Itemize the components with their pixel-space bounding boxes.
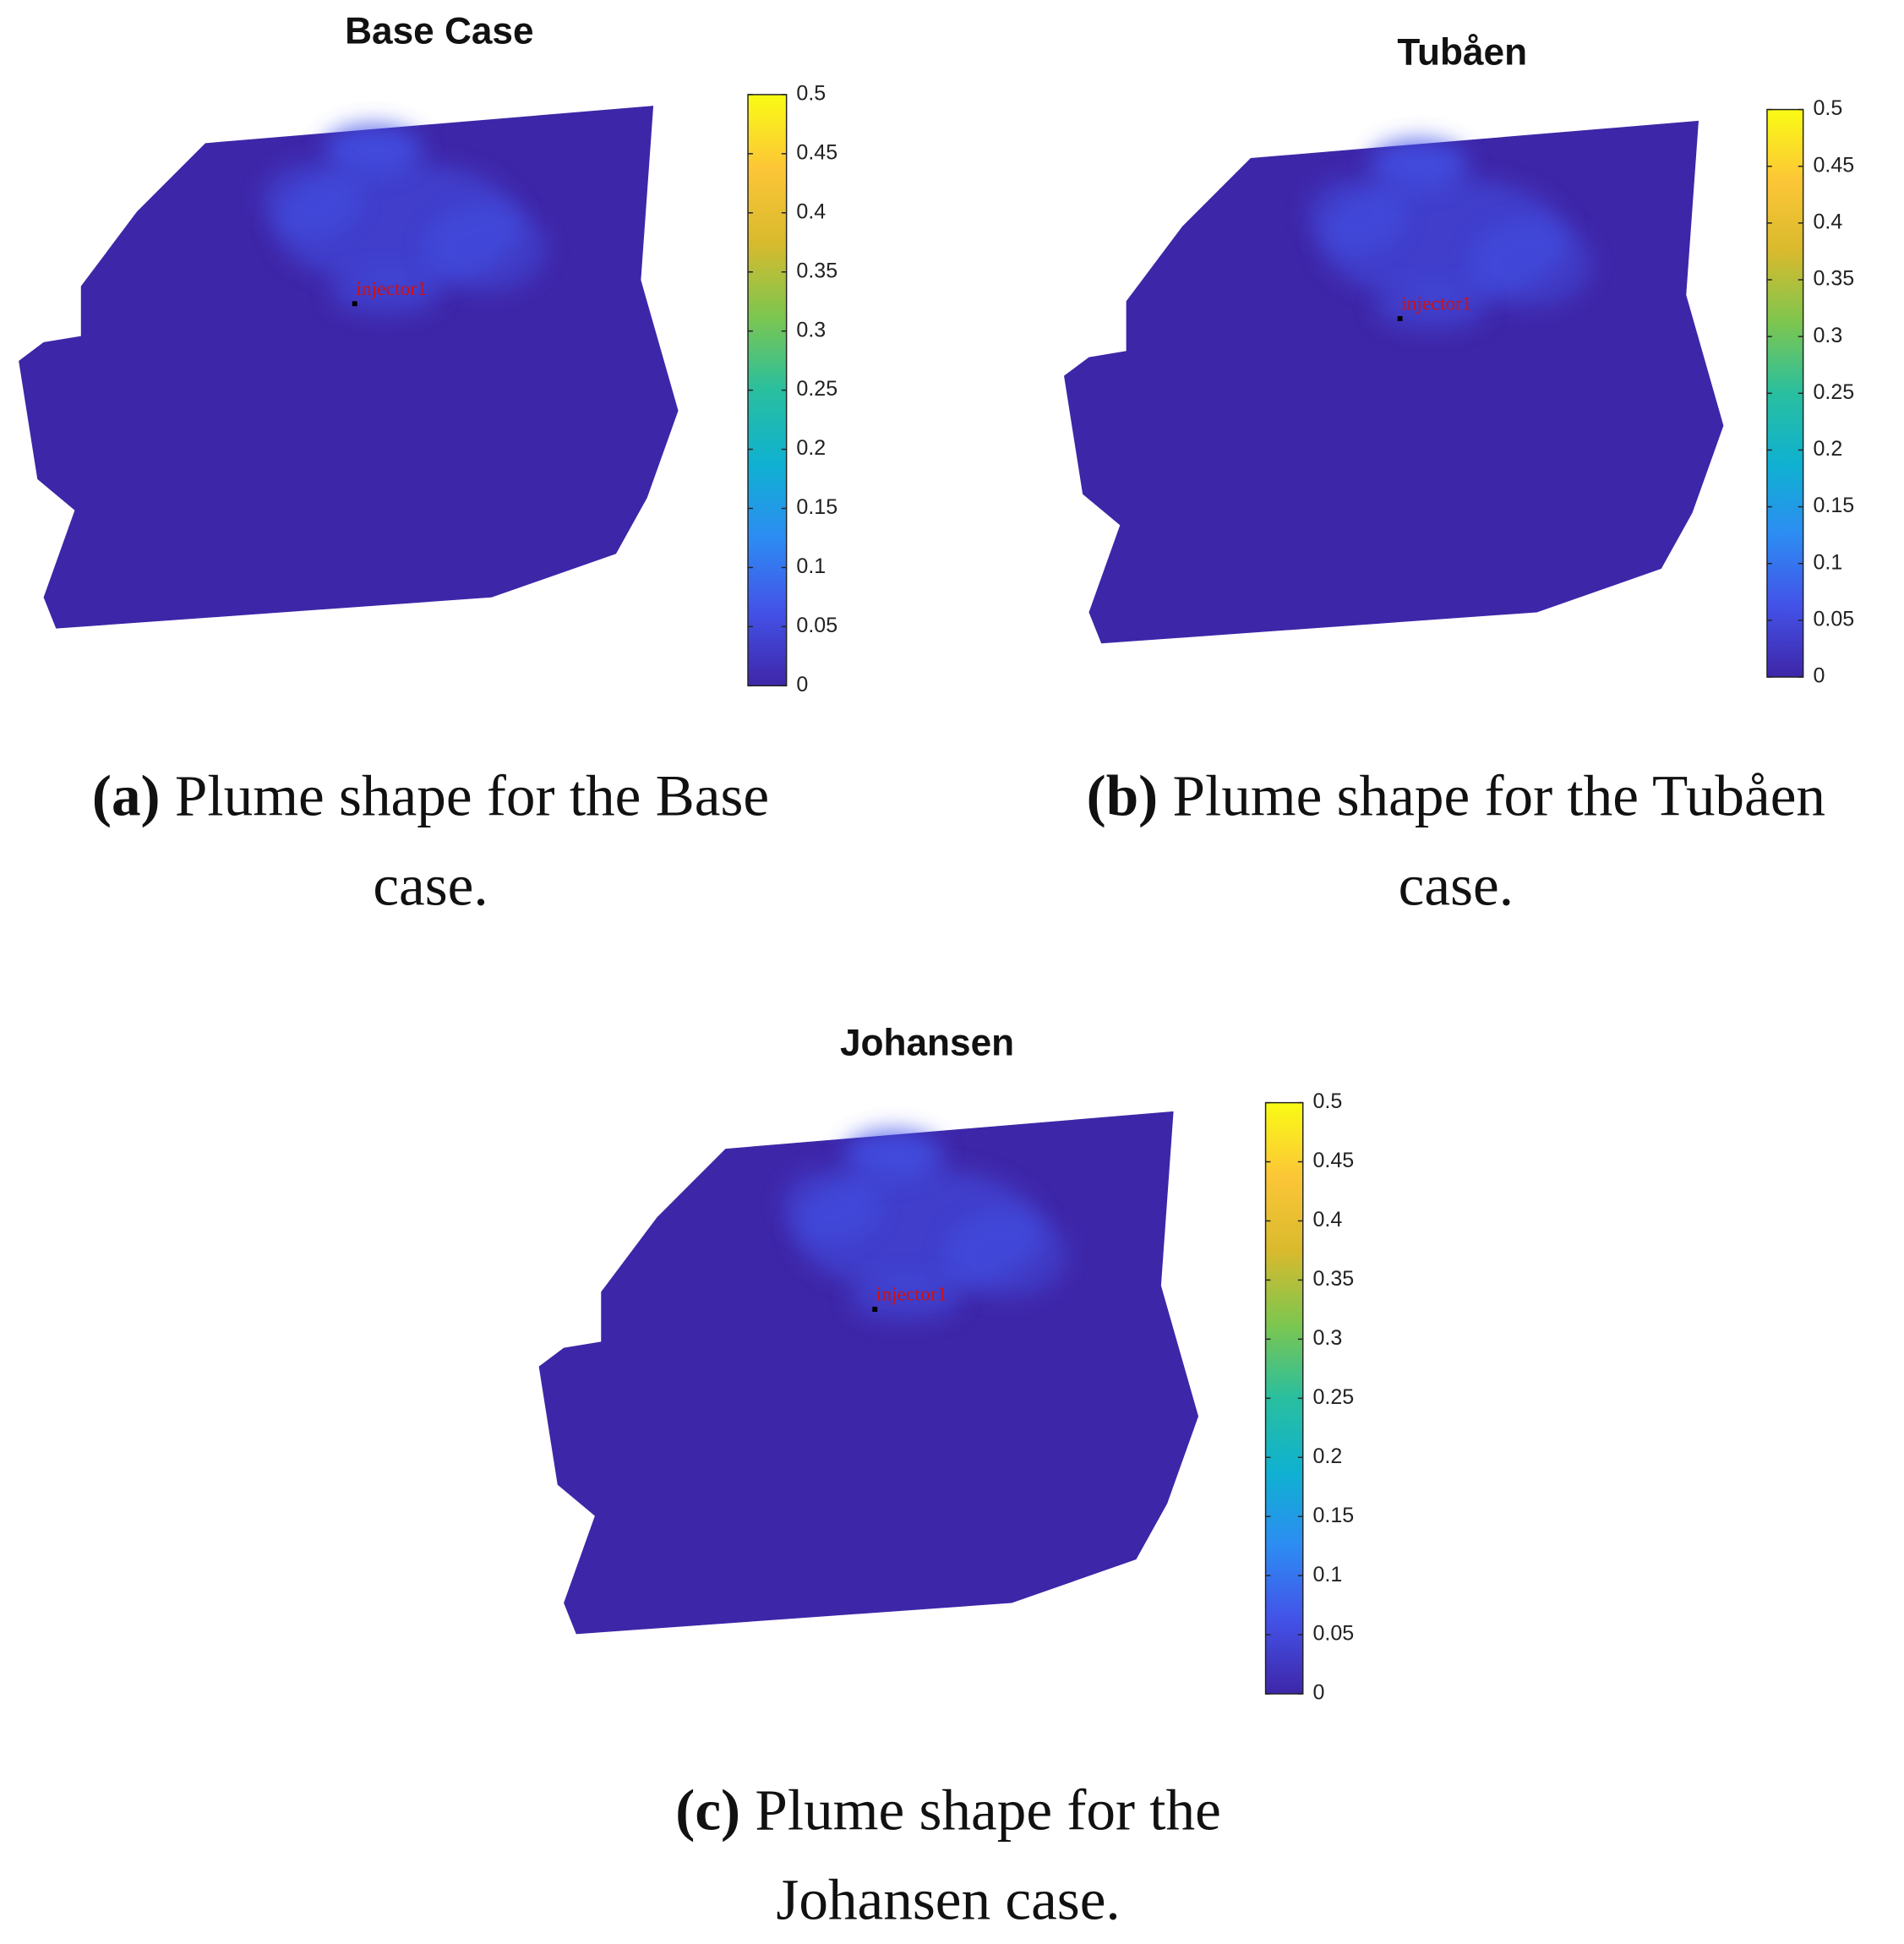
- plume-map: injector1: [19, 106, 679, 629]
- colorbar-tick-label: 0.45: [1313, 1149, 1355, 1172]
- panel-title: Tubåen: [1397, 32, 1527, 74]
- colorbar-tick-label: 0.25: [1313, 1385, 1355, 1409]
- colorbar-tick-label: 0.4: [1313, 1208, 1343, 1231]
- caption-text: Plume shape for the Base: [175, 762, 769, 827]
- caption-label: (b): [1087, 762, 1159, 827]
- panel: Johansen injector1 0 0.05 0.1 0.15 0.2 0.25 0.3 0…: [538, 1023, 1355, 1932]
- caption: Johansen case.: [776, 1867, 1120, 1932]
- injector-label: injector1: [356, 278, 427, 300]
- colorbar-tick-label: 0.4: [1813, 210, 1842, 233]
- colorbar-tick-label: 0.3: [1313, 1326, 1343, 1350]
- colorbar-tick-label: 0.25: [1813, 380, 1854, 404]
- co2-plume: [1468, 220, 1593, 308]
- colorbar: [747, 94, 788, 687]
- colorbar-tick-label: 0: [796, 673, 808, 696]
- caption-text: Plume shape for the: [755, 1777, 1220, 1843]
- colorbar-tick-label: 0.2: [1313, 1444, 1343, 1468]
- colorbar-tick-label: 0.25: [796, 377, 837, 401]
- injector-well: [872, 1307, 878, 1312]
- injector-label: injector1: [876, 1284, 947, 1306]
- colorbar-tick-label: 0.05: [1313, 1622, 1355, 1646]
- colorbar-tick-label: 0: [1813, 664, 1825, 688]
- colorbar-tick-label: 0.35: [1313, 1267, 1355, 1291]
- co2-plume: [261, 161, 362, 237]
- caption-text: Plume shape for the Tubåen: [1173, 762, 1826, 827]
- co2-plume: [843, 1130, 944, 1180]
- colorbar-tick-label: 0.15: [1813, 494, 1854, 517]
- colorbar-tick-label: 0.15: [796, 495, 837, 519]
- co2-plume: [1368, 139, 1469, 189]
- colorbar-tick-label: 0.1: [796, 554, 826, 578]
- colorbar-tick-label: 0.3: [1813, 324, 1842, 347]
- caption-text: Johansen case.: [776, 1867, 1120, 1932]
- colorbar-tick-label: 0.35: [1813, 267, 1854, 291]
- colorbar-tick-label: 0.45: [796, 140, 837, 164]
- panel: Base Case injector1 0 0.05 0.1 0.15 0.2 0.25 0.3…: [19, 11, 837, 917]
- caption: (b) Plume shape for the Tubåen: [1087, 762, 1825, 827]
- co2-plume: [330, 270, 442, 315]
- panel-title: Base Case: [345, 11, 533, 52]
- colorbar-tick-label: 0.4: [796, 199, 826, 223]
- caption-label: (c): [675, 1777, 740, 1843]
- caption-space: [161, 762, 175, 827]
- colorbar-tick-label: 0.3: [796, 318, 826, 341]
- colorbar-tick-label: 0.5: [1813, 96, 1842, 120]
- colorbar-tick-label: 0.05: [1813, 607, 1854, 631]
- caption: (a) Plume shape for the Base: [92, 762, 769, 827]
- injector-label: injector1: [1401, 293, 1472, 315]
- caption-text: case.: [1399, 852, 1514, 917]
- colorbar-tick-label: 0.1: [1313, 1563, 1343, 1586]
- co2-plume: [1307, 177, 1406, 252]
- colorbar-tick-label: 0.35: [796, 259, 837, 282]
- caption: (c) Plume shape for the: [675, 1777, 1221, 1843]
- co2-plume: [1375, 285, 1487, 330]
- co2-plume: [323, 124, 423, 175]
- panel-title: Johansen: [840, 1023, 1014, 1064]
- colorbar-tick-label: 0.2: [1813, 437, 1842, 461]
- colorbar: [1264, 1101, 1304, 1695]
- caption-label: (a): [92, 762, 161, 827]
- colorbar-tick-label: 0.1: [1813, 550, 1842, 574]
- colorbar-tick-label: 0.05: [796, 614, 837, 637]
- panel: Tubåen injector1 0 0.05 0.1 0.15 0.2 0.25 0.3 0.3…: [1064, 32, 1854, 917]
- colorbar-tick-label: 0.15: [1313, 1504, 1355, 1527]
- injector-well: [352, 301, 357, 307]
- colorbar-tick-label: 0.5: [796, 82, 826, 106]
- caption: case.: [1399, 852, 1514, 917]
- co2-plume: [781, 1167, 881, 1242]
- colorbar-tick-label: 0.5: [1313, 1089, 1343, 1113]
- co2-plume: [849, 1275, 963, 1321]
- plume-map: injector1: [1064, 120, 1724, 644]
- colorbar-tick-label: 0: [1313, 1681, 1325, 1705]
- injector-well: [1397, 316, 1403, 321]
- colorbar: [1766, 108, 1804, 678]
- caption-text: case.: [373, 852, 488, 917]
- co2-plume: [423, 205, 548, 293]
- plume-map: injector1: [538, 1111, 1199, 1635]
- caption: case.: [373, 852, 488, 917]
- colorbar-tick-label: 0.45: [1813, 153, 1854, 177]
- colorbar-tick-label: 0.2: [796, 436, 826, 460]
- caption-space: [1158, 762, 1172, 827]
- co2-plume: [943, 1210, 1068, 1298]
- caption-space: [740, 1777, 755, 1843]
